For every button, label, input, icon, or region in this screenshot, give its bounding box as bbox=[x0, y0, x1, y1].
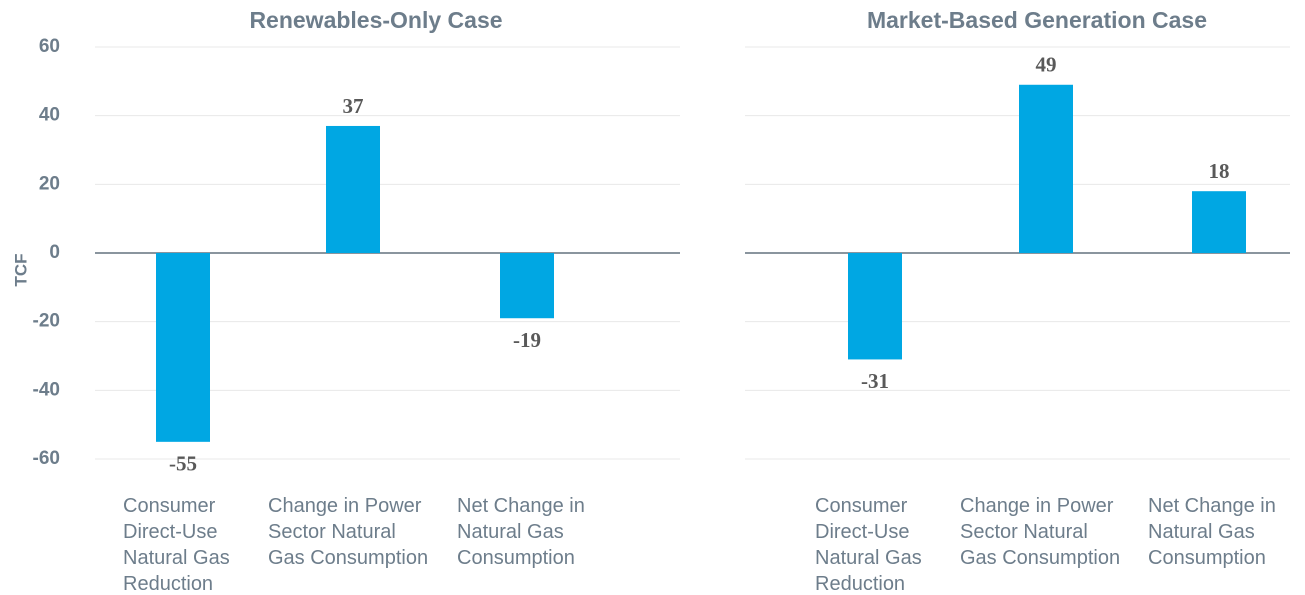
y-tick-label: -60 bbox=[33, 448, 60, 469]
x-tick-label-line: Direct-Use bbox=[815, 521, 909, 543]
x-tick-label: Change in Power Sector Natural Gas Consump… bbox=[960, 495, 1120, 569]
value-label: 37 bbox=[343, 94, 364, 118]
y-tick-label: 20 bbox=[39, 173, 60, 194]
chart-title: Renewables-Only Case bbox=[249, 7, 502, 33]
bar bbox=[326, 125, 380, 253]
x-tick-label-line: Gas Consumption bbox=[268, 547, 428, 569]
x-tick-label-line: Change in Power bbox=[268, 495, 422, 517]
x-tick-label: Change in Power Sector Natural Gas Consump… bbox=[268, 495, 428, 569]
bar bbox=[1192, 191, 1246, 253]
y-tick-label: 60 bbox=[39, 36, 60, 57]
x-tick-label-line: Natural Gas bbox=[123, 547, 230, 569]
x-tick-label-line: Net Change in bbox=[1148, 495, 1276, 517]
bar bbox=[848, 253, 902, 360]
x-tick-label-line: Reduction bbox=[815, 573, 905, 595]
y-tick-label: 40 bbox=[39, 105, 60, 126]
x-tick-label-line: Consumption bbox=[457, 547, 575, 569]
x-tick-label-line: Natural Gas bbox=[815, 547, 922, 569]
x-tick-label-line: Consumer bbox=[815, 495, 908, 517]
y-tick-label: 0 bbox=[49, 242, 60, 263]
y-axis-label: TCF bbox=[11, 253, 30, 286]
x-tick-label-line: Gas Consumption bbox=[960, 547, 1120, 569]
bar bbox=[156, 253, 210, 442]
value-label: -19 bbox=[513, 328, 541, 352]
x-tick-label: Net Change in Natural Gas Consumption bbox=[457, 495, 585, 569]
chart-title: Market-Based Generation Case bbox=[867, 7, 1207, 33]
value-label: -31 bbox=[861, 369, 889, 393]
x-tick-label: Net Change in Natural Gas Consumption bbox=[1148, 495, 1276, 569]
x-tick-label-line: Natural Gas bbox=[457, 521, 564, 543]
x-tick-label: Consumer Direct-Use Natural Gas Reduction bbox=[123, 495, 230, 595]
value-label: 49 bbox=[1036, 53, 1057, 77]
value-label: 18 bbox=[1209, 159, 1230, 183]
y-tick-label: -20 bbox=[33, 311, 60, 332]
x-tick-label-line: Natural Gas bbox=[1148, 521, 1255, 543]
x-tick-label-line: Net Change in bbox=[457, 495, 585, 517]
x-tick-label-line: Change in Power bbox=[960, 495, 1114, 517]
bar bbox=[500, 253, 554, 319]
value-label: -55 bbox=[169, 452, 197, 476]
bar bbox=[1019, 84, 1073, 254]
x-tick-label-line: Consumer bbox=[123, 495, 216, 517]
x-tick-label: Consumer Direct-Use Natural Gas Reduction bbox=[815, 495, 922, 595]
x-tick-label-line: Sector Natural bbox=[268, 521, 396, 543]
x-tick-label-line: Sector Natural bbox=[960, 521, 1088, 543]
x-tick-label-line: Reduction bbox=[123, 573, 213, 595]
y-tick-label: -40 bbox=[33, 379, 60, 400]
x-tick-label-line: Consumption bbox=[1148, 547, 1266, 569]
x-tick-label-line: Direct-Use bbox=[123, 521, 217, 543]
